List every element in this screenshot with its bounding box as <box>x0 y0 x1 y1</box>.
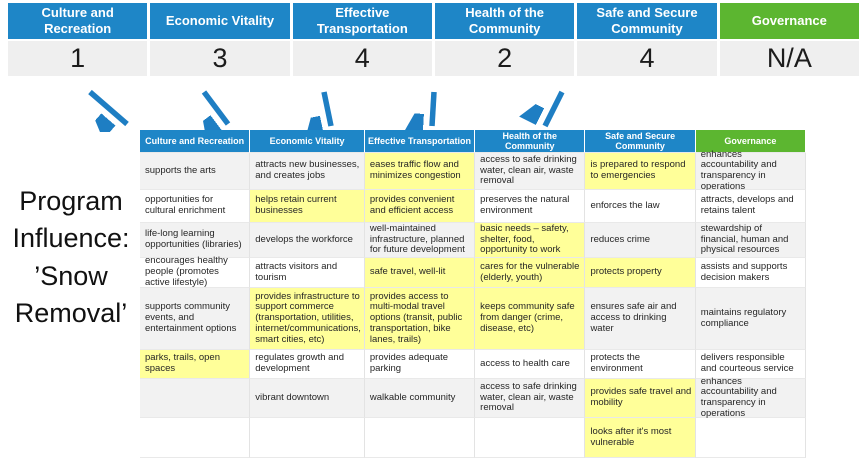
matrix-cell-r3-c5: reduces crime <box>585 223 696 258</box>
matrix-cell-r6-c5: protects the environment <box>585 350 696 379</box>
matrix-cell-r1-c5: is prepared to respond to emergencies <box>585 153 696 190</box>
matrix-cell-r4-c5: protects property <box>585 258 696 288</box>
matrix-cell-r8-c5: looks after it's most vulnerable <box>585 418 696 458</box>
matrix-cell-r1-c3: eases traffic flow and minimizes congest… <box>364 153 476 190</box>
matrix-cell-r8-c6 <box>695 418 806 458</box>
pillar-header-5: Governance <box>719 3 859 39</box>
pillar-score-2: 4 <box>292 41 432 76</box>
arrow-up-icon <box>204 90 231 124</box>
scorecard-headers: Culture and Recreation Economic Vitality E… <box>8 3 859 39</box>
program-title-line-1: Influence: <box>12 223 130 254</box>
matrix-header-2: Effective Transportation <box>364 130 476 153</box>
matrix-cell-r3-c4: basic needs – safety, shelter, food, opp… <box>475 223 586 258</box>
matrix-cell-r8-c3 <box>364 418 476 458</box>
matrix-cell-r5-c4: keeps community safe from danger (crime,… <box>475 288 586 350</box>
pillar-score-1: 3 <box>150 41 290 76</box>
arrow-up-icon <box>324 91 334 126</box>
matrix-cell-r3-c1: life-long learning opportunities (librar… <box>140 223 251 258</box>
matrix-cell-r2-c2: helps retain current businesses <box>250 190 365 223</box>
matrix-header-5: Governance <box>695 130 806 153</box>
matrix-cell-r7-c4: access to safe drinking water, clean air… <box>475 379 586 418</box>
program-title-line-0: Program <box>19 186 123 216</box>
matrix-cell-r3-c2: develops the workforce <box>250 223 365 258</box>
matrix-cell-r6-c4: access to health care <box>475 350 586 379</box>
matrix-header-0: Culture and Recreation <box>140 130 251 153</box>
matrix-cell-r6-c1: parks, trails, open spaces <box>140 350 251 379</box>
arrows <box>88 89 565 132</box>
matrix-header-4: Safe and Secure Community <box>585 130 696 153</box>
matrix-cell-r4-c4: cares for the vulnerable (elderly, youth… <box>475 258 586 288</box>
pillar-score-5: N/A <box>719 41 859 76</box>
matrix-cell-r8-c2 <box>250 418 365 458</box>
pillar-score-0: 1 <box>8 41 148 76</box>
matrix-cell-r2-c5: enforces the law <box>585 190 696 223</box>
matrix-cell-r1-c1: supports the arts <box>140 153 251 190</box>
matrix-cell-r8-c1 <box>140 418 251 458</box>
matrix-cell-r1-c4: access to safe drinking water, clean air… <box>475 153 586 190</box>
scorecard-scores: 1 3 4 2 4 N/A <box>8 41 859 76</box>
matrix-cell-r7-c1 <box>140 379 251 418</box>
program-title: Program Influence: ’Snow Removal’ <box>2 183 140 332</box>
matrix-cell-r7-c5: provides safe travel and mobility <box>585 379 696 418</box>
matrix-cell-r1-c6: enhances accountability and transparency… <box>695 149 806 192</box>
matrix-cell-r6-c6: delivers responsible and courteous servi… <box>695 350 806 379</box>
matrix-cell-r5-c3: provides access to multi-modal travel op… <box>364 288 476 350</box>
matrix-cell-r6-c3: provides adequate parking <box>364 350 476 379</box>
matrix-cell-r7-c3: walkable community <box>364 379 476 418</box>
matrix-cell-r5-c5: ensures safe air and access to drinking … <box>585 288 696 350</box>
scorecard: Culture and Recreation Economic Vitality E… <box>8 3 859 76</box>
matrix-cell-r2-c6: attracts, develops and retains talent <box>695 190 806 223</box>
matrix-header-1: Economic Vitality <box>250 130 365 153</box>
arrow-up-icon <box>88 89 129 124</box>
matrix-cell-r7-c6: enhances accountability and transparency… <box>695 376 806 419</box>
matrix-cell-r3-c3: well-maintained infrastructure, planned … <box>364 223 476 258</box>
pillar-header-3: Health of the Community <box>434 3 575 39</box>
pillar-header-0: Culture and Recreation <box>8 3 148 39</box>
pillar-header-2: Effective Transportation <box>292 3 432 39</box>
matrix-cell-r2-c3: provides convenient and efficient access <box>364 190 476 223</box>
pillar-header-1: Economic Vitality <box>150 3 290 39</box>
pillar-score-3: 2 <box>434 41 575 76</box>
matrix-header-3: Health of the Community <box>475 130 586 153</box>
matrix-cell-r3-c6: stewardship of financial, human and phys… <box>695 223 806 258</box>
arrow-up-icon <box>432 91 437 126</box>
matrix-cell-r5-c1: supports community events, and entertain… <box>140 288 251 350</box>
matrix-cell-r5-c2: provides infrastructure to support comme… <box>250 288 365 350</box>
influence-matrix: Culture and Recreation Economic Vitality E… <box>140 130 806 458</box>
matrix-cell-r4-c2: attracts visitors and tourism <box>250 258 365 288</box>
matrix-cell-r8-c4 <box>475 418 586 458</box>
matrix-cell-r4-c1: encourages healthy people (promotes acti… <box>140 256 251 288</box>
matrix-cell-r5-c6: maintains regulatory compliance <box>695 288 806 350</box>
program-title-line-2: ’Snow <box>34 260 108 291</box>
matrix-cell-r2-c1: opportunities for cultural enrichment <box>140 190 251 223</box>
matrix-cell-r7-c2: vibrant downtown <box>250 379 365 418</box>
pillar-header-4: Safe and Secure Community <box>577 3 717 39</box>
matrix-cell-r4-c6: assists and supports decision makers <box>695 258 806 288</box>
matrix-cell-r1-c2: attracts new businesses, and creates job… <box>250 153 365 190</box>
matrix-cell-r4-c3: safe travel, well-lit <box>364 258 476 288</box>
pillar-score-4: 4 <box>577 41 717 76</box>
matrix-cell-r2-c4: preserves the natural environment <box>475 190 586 223</box>
matrix-cell-r6-c2: regulates growth and development <box>250 350 365 379</box>
program-title-line-3: Removal’ <box>14 297 128 328</box>
arrow-up-icon <box>545 90 565 128</box>
